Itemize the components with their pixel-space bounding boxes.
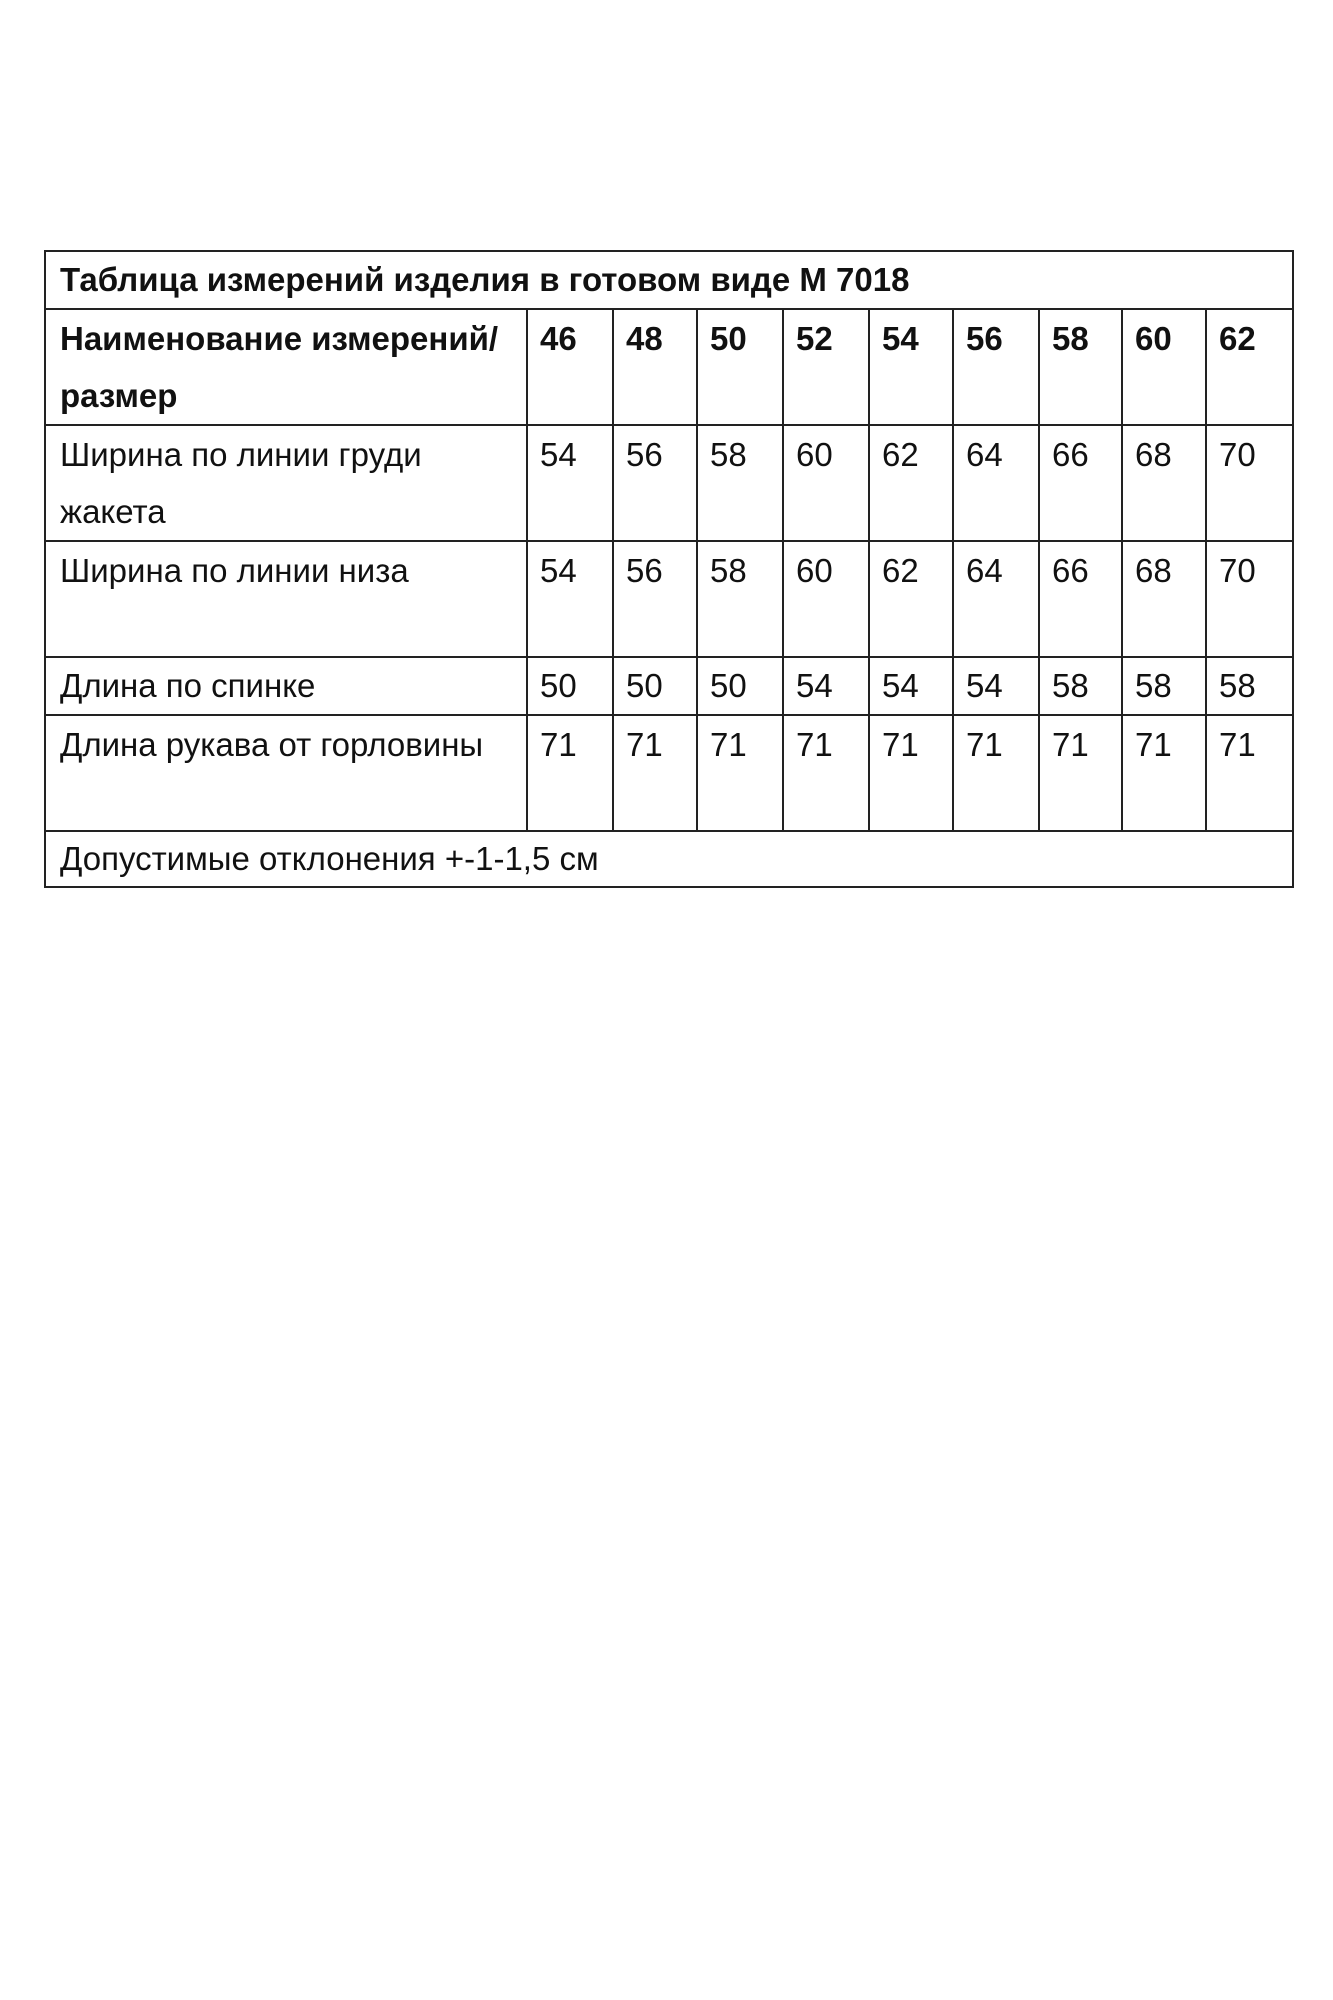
size-header: 48 <box>612 308 698 426</box>
row-label: Ширина по линии груди жакета <box>44 424 528 542</box>
size-header: 58 <box>1038 308 1123 426</box>
size-header: 60 <box>1121 308 1207 426</box>
value-cell: 70 <box>1204 540 1295 658</box>
row-label: Ширина по линии низа <box>44 540 528 658</box>
value-cell: 50 <box>526 656 614 716</box>
value-cell: 71 <box>1121 714 1207 832</box>
value-cell: 60 <box>782 540 870 658</box>
value-cell: 56 <box>612 540 698 658</box>
value-cell: 58 <box>696 540 784 658</box>
value-cell: 71 <box>526 714 614 832</box>
row-label: Длина по спинке <box>44 656 528 716</box>
value-cell: 68 <box>1121 424 1207 542</box>
value-cell: 50 <box>696 656 784 716</box>
value-cell: 58 <box>1121 656 1207 716</box>
row-label: Длина рукава от горловины <box>44 714 528 832</box>
value-cell: 71 <box>868 714 954 832</box>
value-cell: 62 <box>868 540 954 658</box>
table-row: Длина рукава от горловины 71 71 71 71 71 71 71 7… <box>44 714 1295 832</box>
value-cell: 71 <box>612 714 698 832</box>
header-label: Наименование измерений/размер <box>44 308 528 426</box>
size-header: 50 <box>696 308 784 426</box>
value-cell: 71 <box>1204 714 1295 832</box>
value-cell: 71 <box>1038 714 1123 832</box>
value-cell: 58 <box>1204 656 1295 716</box>
size-header: 62 <box>1204 308 1295 426</box>
value-cell: 56 <box>612 424 698 542</box>
header-row: Наименование измерений/размер 46 48 50 52 54… <box>44 308 1295 426</box>
size-header: 46 <box>526 308 614 426</box>
value-cell: 70 <box>1204 424 1295 542</box>
table-title: Таблица измерений изделия в готовом виде… <box>43 250 1295 310</box>
measurement-table: Таблица измерений изделия в готовом виде… <box>43 250 1295 888</box>
value-cell: 54 <box>782 656 870 716</box>
tolerance-note: Допустимые отклонения +-1-1,5 см <box>43 830 1295 888</box>
value-cell: 58 <box>1038 656 1123 716</box>
table-row: Ширина по линии низа 54 56 58 60 62 64 66 68 70 <box>44 540 1295 658</box>
value-cell: 54 <box>868 656 954 716</box>
value-cell: 71 <box>782 714 870 832</box>
value-cell: 64 <box>952 540 1040 658</box>
value-cell: 54 <box>526 424 614 542</box>
size-header: 52 <box>782 308 870 426</box>
value-cell: 54 <box>526 540 614 658</box>
value-cell: 66 <box>1038 424 1123 542</box>
value-cell: 50 <box>612 656 698 716</box>
value-cell: 66 <box>1038 540 1123 658</box>
value-cell: 71 <box>696 714 784 832</box>
size-header: 56 <box>952 308 1040 426</box>
table-row: Длина по спинке 50 50 50 54 54 54 58 58 58 <box>44 656 1295 716</box>
table-row: Ширина по линии груди жакета 54 56 58 60 62 64… <box>44 424 1295 542</box>
size-header: 54 <box>868 308 954 426</box>
value-cell: 64 <box>952 424 1040 542</box>
value-cell: 71 <box>952 714 1040 832</box>
value-cell: 68 <box>1121 540 1207 658</box>
value-cell: 54 <box>952 656 1040 716</box>
value-cell: 58 <box>696 424 784 542</box>
value-cell: 60 <box>782 424 870 542</box>
value-cell: 62 <box>868 424 954 542</box>
